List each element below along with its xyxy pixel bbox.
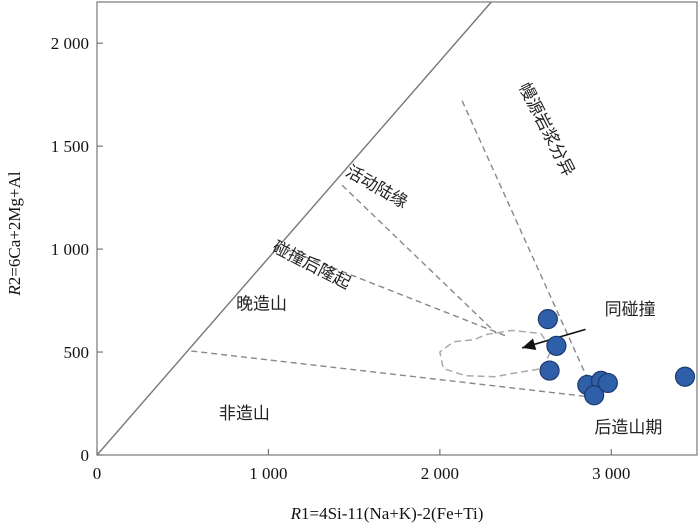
syn-collision-arrowhead — [522, 338, 537, 351]
region-label: 活动陆缘 — [342, 162, 411, 213]
y-axis-title-italic: R — [5, 285, 24, 297]
boundary-line-2 — [191, 350, 595, 399]
region-label: 幔源岩浆分异 — [514, 80, 578, 180]
x-tick-label: 1 000 — [249, 464, 287, 483]
boundary-lines — [96, 1, 595, 456]
region-label: 晚造山 — [236, 295, 287, 315]
syn-collision-label: 同碰撞 — [605, 300, 656, 320]
y-axis-title: R2=6Ca+2Mg+Al — [5, 171, 24, 296]
data-points — [537, 309, 696, 406]
boundary-line-1 — [96, 1, 492, 456]
y-axis-title-rest: 2=6Ca+2Mg+Al — [5, 171, 24, 285]
y-tick-label: 500 — [64, 343, 90, 362]
region-label: 碰撞后隆起 — [269, 237, 354, 293]
y-tick-label: 0 — [81, 446, 90, 465]
plot-frame — [96, 1, 698, 456]
data-point — [539, 360, 560, 381]
x-tick-label: 2 000 — [421, 464, 459, 483]
data-point — [584, 385, 605, 406]
y-tick-label: 2 000 — [51, 34, 89, 53]
x-tick-label: 3 000 — [592, 464, 630, 483]
data-point — [537, 309, 558, 330]
region-label: 非造山 — [219, 404, 270, 424]
x-axis-title-italic: R — [290, 504, 302, 523]
data-point — [674, 366, 696, 387]
x-axis-title-rest: 1=4Si-11(Na+K)-2(Fe+Ti) — [301, 504, 483, 523]
boundary-line-5 — [461, 100, 595, 394]
region-label: 后造山期 — [594, 418, 662, 438]
axes: 0 1 000 2 000 3 000 0 500 1 000 1 500 2 000 — [51, 1, 698, 483]
boundary-line-4 — [341, 184, 497, 335]
data-point — [546, 335, 567, 356]
y-tick-label: 1 000 — [51, 240, 89, 259]
syn-collision-outline — [439, 329, 553, 378]
data-point — [597, 372, 618, 394]
x-tick-label: 0 — [93, 464, 102, 483]
x-axis-title: R1=4Si-11(Na+K)-2(Fe+Ti) — [290, 504, 484, 523]
y-tick-label: 1 500 — [51, 137, 89, 156]
